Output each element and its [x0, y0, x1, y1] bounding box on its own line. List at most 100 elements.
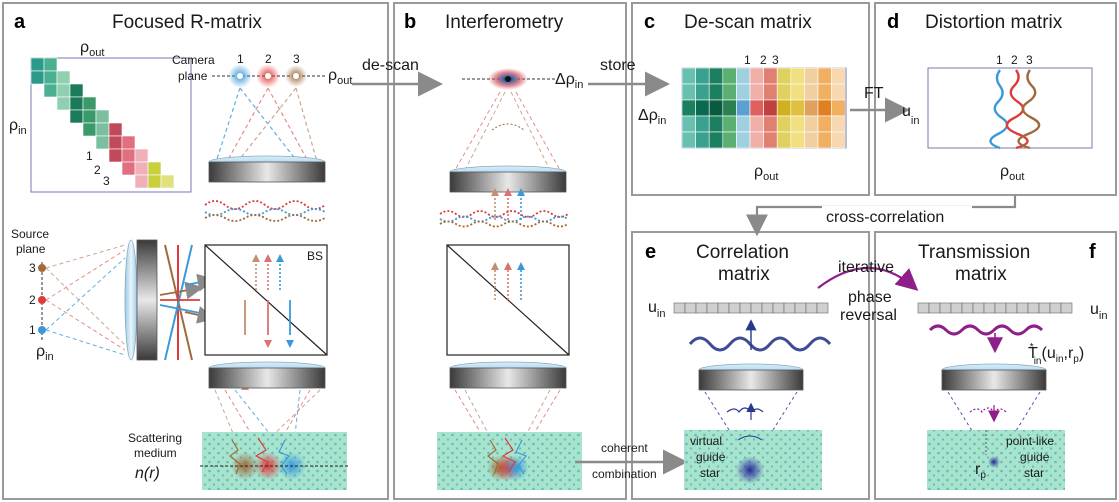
camera-plane-label-1: Camera — [172, 53, 215, 67]
matrix-cell — [681, 131, 696, 149]
iterative-arrow: iterative phase reversal — [817, 259, 919, 324]
u-in-e: uin — [648, 299, 665, 320]
matrix-cell — [736, 131, 751, 149]
matrix-cell — [749, 131, 764, 149]
matrix-cell — [695, 131, 710, 149]
matrix-cell — [147, 161, 162, 176]
matrix-cell — [695, 83, 710, 101]
panel-d-border — [874, 2, 1117, 196]
r-matrix — [30, 57, 192, 193]
matrix-cell — [804, 131, 819, 149]
slm-bar-e — [673, 302, 829, 314]
panel-a-title: Focused R-matrix — [112, 12, 262, 33]
matrix-cell — [121, 161, 136, 176]
matrix-cell — [56, 83, 71, 98]
cam-idx-3: 3 — [293, 52, 300, 66]
matrix-cell — [817, 131, 832, 149]
matrix-cell — [749, 67, 764, 85]
panel-f-title-2: matrix — [955, 264, 1007, 285]
panel-c-title: De-scan matrix — [684, 12, 812, 33]
matrix-cell — [817, 99, 832, 117]
matrix-cell — [43, 70, 58, 85]
lens-a-vertical — [124, 239, 158, 361]
lens-f — [941, 363, 1047, 391]
cam-idx-1: 1 — [237, 52, 244, 66]
rp-label: rp — [975, 461, 986, 481]
panel-e-title-1: Correlation — [696, 242, 789, 263]
matrix-cell — [695, 115, 710, 133]
u-in-f: uin — [1090, 301, 1107, 322]
panel-c: c De-scan matrix 1 2 3 Δρin ρout — [638, 11, 847, 183]
matrix-cell — [695, 67, 710, 85]
matrix-cell — [1027, 302, 1040, 314]
matrix-cell — [717, 302, 730, 314]
matrix-cell — [722, 67, 737, 85]
descan-idx-2: 2 — [760, 53, 767, 67]
matrix-cell — [783, 302, 796, 314]
matrix-cell — [790, 99, 805, 117]
matrix-cell — [147, 174, 162, 189]
matrix-cell — [56, 70, 71, 85]
lens-a2 — [208, 361, 326, 389]
virtual-label-1: virtual — [690, 434, 722, 448]
matrix-cell — [805, 302, 818, 314]
matrix-cell — [736, 99, 751, 117]
matrix-cell — [776, 83, 792, 101]
iterative-label-2: phase — [848, 289, 892, 306]
matrix-cell — [95, 135, 110, 150]
rho-in-label-src: ρin — [36, 343, 54, 363]
rho-out-d: ρout — [1000, 163, 1024, 183]
matrix-cell — [750, 302, 763, 314]
matrix-cell — [831, 131, 846, 149]
matrix-cell — [108, 122, 123, 137]
matrix-cell — [684, 302, 697, 314]
crosscorr-arrow: cross-correlation — [746, 195, 1017, 237]
matrix-cell — [1016, 302, 1029, 314]
matrix-cell — [817, 115, 832, 133]
matrix-cell — [794, 302, 807, 314]
matrix-cell — [831, 99, 846, 117]
panel-f-title-1: Transmission — [918, 242, 1030, 263]
lens-a1 — [208, 155, 326, 183]
matrix-cell — [134, 174, 149, 189]
panel-d: d Distortion matrix 1 2 3 uin ρout — [887, 11, 1093, 183]
matrix-cell — [160, 174, 175, 189]
matrix-cell — [761, 302, 774, 314]
panel-c-border — [631, 2, 870, 196]
matrix-cell — [736, 115, 751, 133]
bs-label: BS — [307, 249, 323, 263]
panel-e-tag: e — [645, 241, 656, 263]
panel-d-title: Distortion matrix — [925, 12, 1063, 33]
rho-out-c: ρout — [754, 163, 778, 183]
iterative-label-1: iterative — [838, 259, 894, 276]
matrix-cell — [763, 115, 778, 133]
matrix-cell — [831, 83, 846, 101]
matrix-cell — [722, 99, 737, 117]
matrix-cell — [134, 148, 149, 163]
source-plane-label-1: Source — [11, 227, 49, 241]
panel-a: a Focused R-matrix ρout ρin 1 2 3 Camera… — [9, 11, 352, 490]
matrix-cell — [772, 302, 785, 314]
dist-idx-2: 2 — [1011, 53, 1018, 67]
descan-arrow: de-scan — [352, 57, 443, 97]
panel-f-tag: f — [1089, 241, 1096, 263]
u-in-d: uin — [902, 103, 919, 127]
matrix-cell — [804, 67, 819, 85]
matrix-cell — [722, 83, 737, 101]
matrix-cell — [30, 57, 45, 72]
matrix-cell — [776, 131, 792, 149]
virtual-label-2: guide — [696, 450, 726, 464]
matrix-cell — [56, 96, 71, 111]
matrix-cell — [804, 83, 819, 101]
beam-splitter-a — [204, 244, 328, 356]
matrix-cell — [121, 148, 136, 163]
matrix-cell — [776, 99, 792, 117]
lens-e — [698, 363, 804, 391]
matrix-cell — [708, 99, 724, 117]
descan-label: de-scan — [362, 57, 419, 74]
store-label: store — [600, 57, 636, 74]
rmat-idx-1: 1 — [86, 149, 93, 163]
delta-rho-in-label: Δρin — [555, 71, 583, 91]
coherent-arrow: coherent combination — [575, 441, 688, 481]
